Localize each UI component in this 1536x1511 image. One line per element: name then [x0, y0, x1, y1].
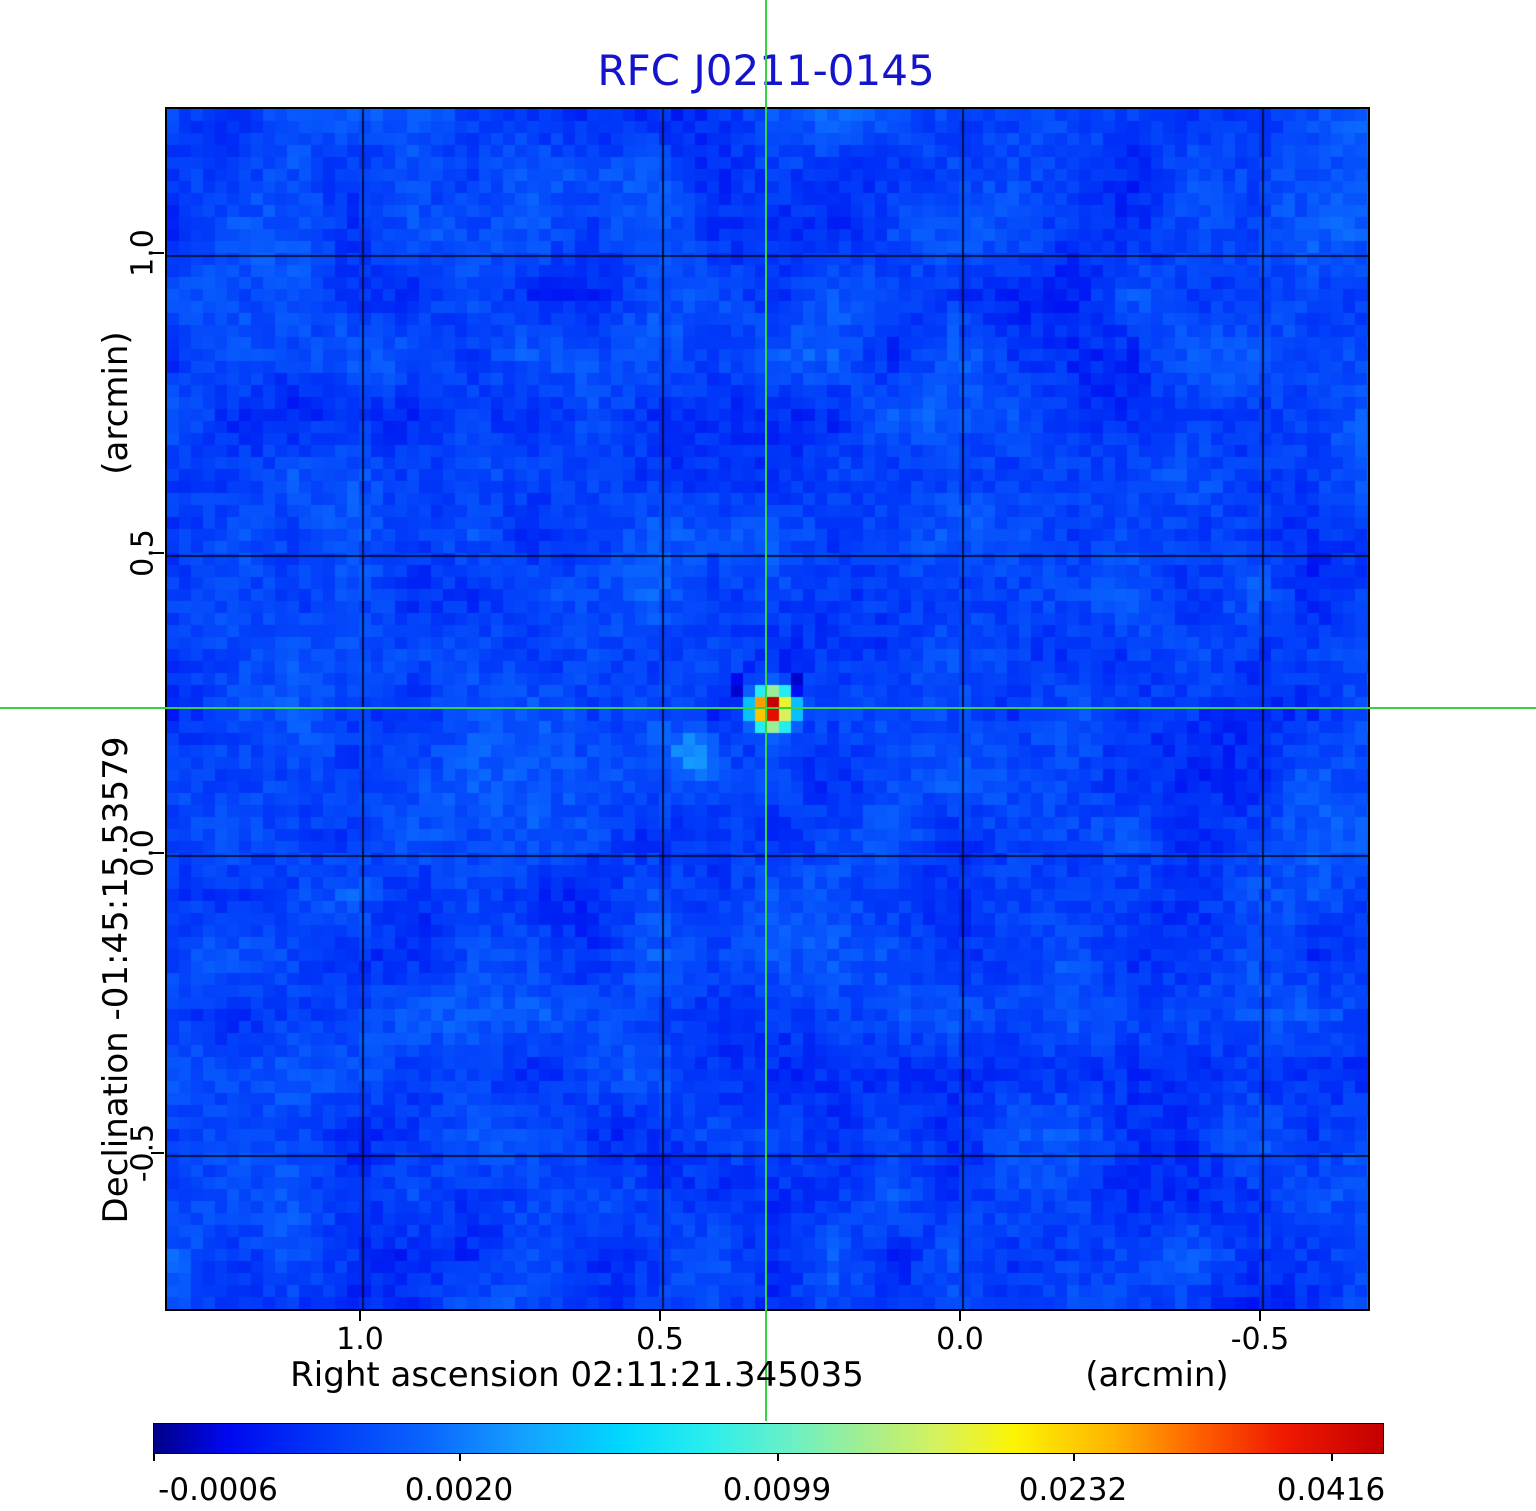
x-axis-tick [359, 1309, 361, 1321]
colorbar-label-min: -0.0006 [158, 1472, 278, 1508]
x-axis-unit-label: (arcmin) [1085, 1355, 1229, 1395]
y-axis-tick [151, 552, 164, 554]
x-axis-tick [659, 1309, 661, 1321]
x-tick-label--0.5: -0.5 [1230, 1322, 1290, 1357]
x-axis-label: Right ascension 02:11:21.345035 [290, 1355, 864, 1395]
y-axis-tick [151, 252, 164, 254]
colorbar-label-max: 0.0416 [1276, 1472, 1386, 1508]
colorbar-label-3: 0.0099 [722, 1472, 832, 1508]
crosshair-horizontal-line [0, 707, 1536, 709]
colorbar-label-2: 0.0020 [404, 1472, 514, 1508]
colorbar-label-4: 0.0232 [1018, 1472, 1128, 1508]
x-tick-label-1.0: 1.0 [336, 1322, 384, 1357]
x-axis-tick [959, 1309, 961, 1321]
x-axis-tick [1259, 1309, 1261, 1321]
colorbar-tick [153, 1453, 155, 1461]
crosshair-vertical-line [765, 0, 767, 1421]
colorbar-gradient [153, 1423, 1384, 1454]
y-axis-unit-label: (arcmin) [96, 331, 136, 475]
colorbar-tick [1331, 1453, 1333, 1461]
colorbar-tick [1073, 1453, 1075, 1461]
x-tick-label-0.0: 0.0 [936, 1322, 984, 1357]
y-axis-tick [151, 1152, 164, 1154]
colorbar-tick [459, 1453, 461, 1461]
colorbar-tick [777, 1453, 779, 1461]
radio-map-image [165, 107, 1370, 1311]
y-axis-tick [151, 852, 164, 854]
x-tick-label-0.5: 0.5 [636, 1322, 684, 1357]
